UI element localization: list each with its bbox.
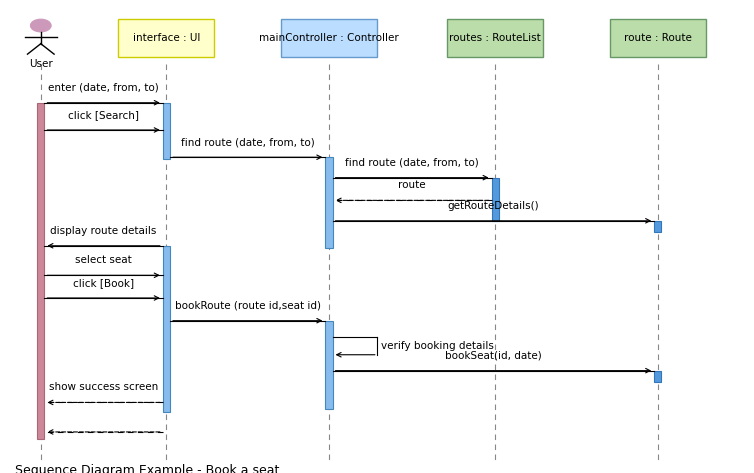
Bar (281, 19, 377, 57)
Text: Sequence Diagram Example - Book a seat: Sequence Diagram Example - Book a seat (15, 464, 279, 473)
Bar (163, 246, 170, 412)
Text: click [Search]: click [Search] (68, 110, 139, 120)
Bar (325, 157, 333, 248)
Text: route : Route: route : Route (624, 33, 691, 43)
Text: enter (date, from, to): enter (date, from, to) (48, 83, 159, 93)
Text: click [Book]: click [Book] (73, 278, 134, 288)
Bar (37, 103, 44, 439)
Bar (654, 371, 661, 382)
Text: User: User (29, 59, 53, 69)
Text: routes : RouteList: routes : RouteList (449, 33, 541, 43)
Text: verify booking details: verify booking details (381, 341, 494, 350)
Bar (610, 19, 706, 57)
Bar (447, 19, 543, 57)
Bar (492, 178, 499, 221)
Text: show success screen: show success screen (49, 383, 158, 393)
Text: getRouteDetails(): getRouteDetails() (448, 201, 539, 211)
Text: mainController : Controller: mainController : Controller (259, 33, 399, 43)
Text: interface : UI: interface : UI (133, 33, 200, 43)
Bar (163, 103, 170, 159)
Text: find route (date, from, to): find route (date, from, to) (181, 137, 314, 147)
Text: bookRoute (route id,seat id): bookRoute (route id,seat id) (175, 301, 320, 311)
Circle shape (30, 19, 51, 32)
Text: bookSeat(id, date): bookSeat(id, date) (445, 350, 542, 360)
Bar (654, 221, 661, 232)
Text: route: route (398, 180, 426, 190)
Text: display route details: display route details (51, 226, 157, 236)
Bar (325, 321, 333, 409)
Text: find route (date, from, to): find route (date, from, to) (345, 158, 479, 167)
Text: select seat: select seat (75, 255, 132, 265)
Bar (118, 19, 214, 57)
